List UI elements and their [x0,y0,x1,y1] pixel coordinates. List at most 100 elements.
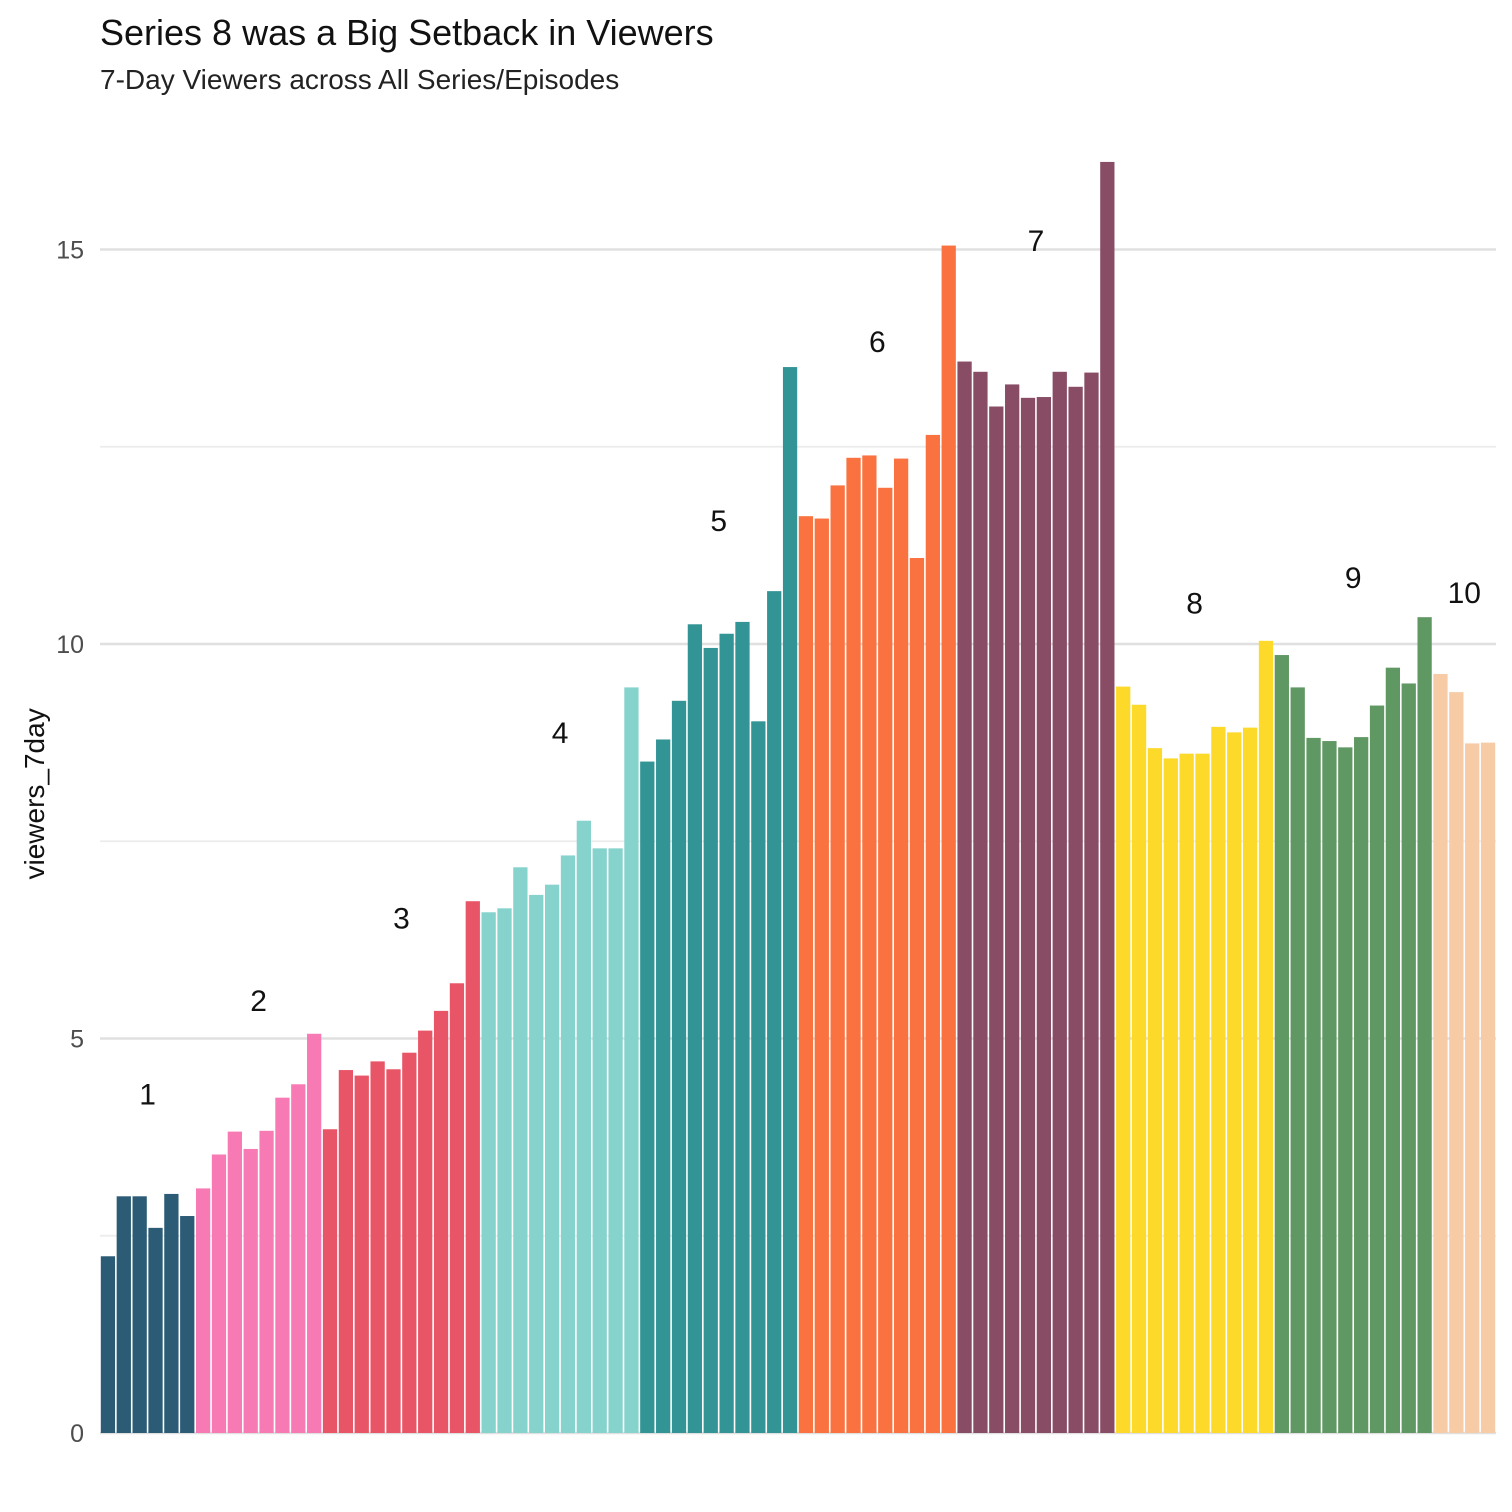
bar [1036,397,1052,1434]
bar [735,621,750,1433]
bar [1147,748,1163,1433]
bar [1005,384,1020,1434]
bar [1100,161,1115,1433]
bar [1354,737,1369,1433]
bar [148,1227,163,1433]
bar [814,518,829,1433]
bar [195,1188,211,1433]
bar [227,1131,242,1433]
bar [767,591,782,1433]
bar [1433,673,1448,1433]
bar [1163,758,1178,1433]
bar [909,557,925,1433]
bar [307,1033,322,1433]
bar [1465,743,1480,1433]
bar [560,855,576,1433]
bar [291,1084,306,1433]
chart-title: Series 8 was a Big Setback in Viewers [100,12,714,53]
bar [703,647,718,1433]
bar [687,624,703,1433]
bar [529,894,544,1433]
bar [1385,667,1401,1433]
bar [1084,372,1099,1434]
bar [1179,753,1194,1433]
bar [671,700,687,1433]
bar [259,1130,274,1433]
bar [386,1069,401,1433]
bar [322,1129,338,1433]
bar [211,1154,227,1433]
bar [1306,737,1321,1433]
series-label: 5 [710,505,727,538]
chart-subtitle: 7-Day Viewers across All Series/Episodes [100,64,620,95]
bar [116,1196,131,1433]
bar [957,361,972,1434]
bar [751,721,766,1433]
bar [275,1097,290,1433]
y-tick-label: 0 [70,1420,84,1448]
series-label: 4 [552,717,569,750]
bar [465,901,480,1433]
y-tick-label: 10 [56,631,84,659]
bar [576,820,591,1433]
bar [1211,726,1226,1433]
bar [1449,692,1464,1433]
bar [402,1052,417,1433]
bar [338,1070,354,1433]
bar [798,516,814,1433]
series-label: 2 [250,985,267,1018]
bar [640,761,655,1433]
bar [1417,617,1432,1433]
bar [1020,397,1036,1433]
series-label: 10 [1448,577,1481,610]
bar [481,912,496,1433]
bar [846,457,861,1433]
bar [624,687,639,1433]
bar [973,371,988,1433]
bar [1258,640,1274,1433]
series-label: 9 [1345,562,1362,595]
bar [370,1061,385,1433]
bar [497,908,512,1433]
bar [1068,386,1083,1433]
bar [180,1216,195,1433]
bar [132,1196,147,1433]
y-tick-label: 15 [56,237,84,265]
series-label: 7 [1028,225,1045,258]
bar [1338,747,1353,1433]
y-tick-label: 5 [70,1026,84,1054]
bar [433,1010,449,1433]
bar [941,245,956,1434]
bar [243,1148,258,1433]
series-label: 6 [869,326,886,359]
bar [354,1075,369,1433]
bar [1242,727,1258,1433]
bar [782,367,798,1433]
bar [513,867,528,1433]
bar [1322,741,1337,1433]
bar [1290,687,1305,1433]
bar [544,884,560,1433]
bar [449,983,465,1433]
bar [830,485,845,1433]
bar [100,1256,116,1433]
bar [418,1030,433,1433]
bar [1227,732,1242,1433]
bar [862,455,877,1434]
bar [719,633,734,1433]
bar [1274,655,1289,1433]
bar [592,848,607,1433]
bar [1116,686,1131,1433]
bar [1195,753,1210,1433]
bar [1369,705,1385,1433]
bar [164,1193,179,1433]
bar [893,458,909,1434]
bar [608,848,623,1433]
bar [1131,704,1147,1433]
bar [1052,371,1067,1433]
series-label: 1 [139,1078,156,1111]
y-axis-label: viewers_7day [19,708,50,879]
series-label: 8 [1186,587,1203,620]
bar [1480,742,1496,1433]
